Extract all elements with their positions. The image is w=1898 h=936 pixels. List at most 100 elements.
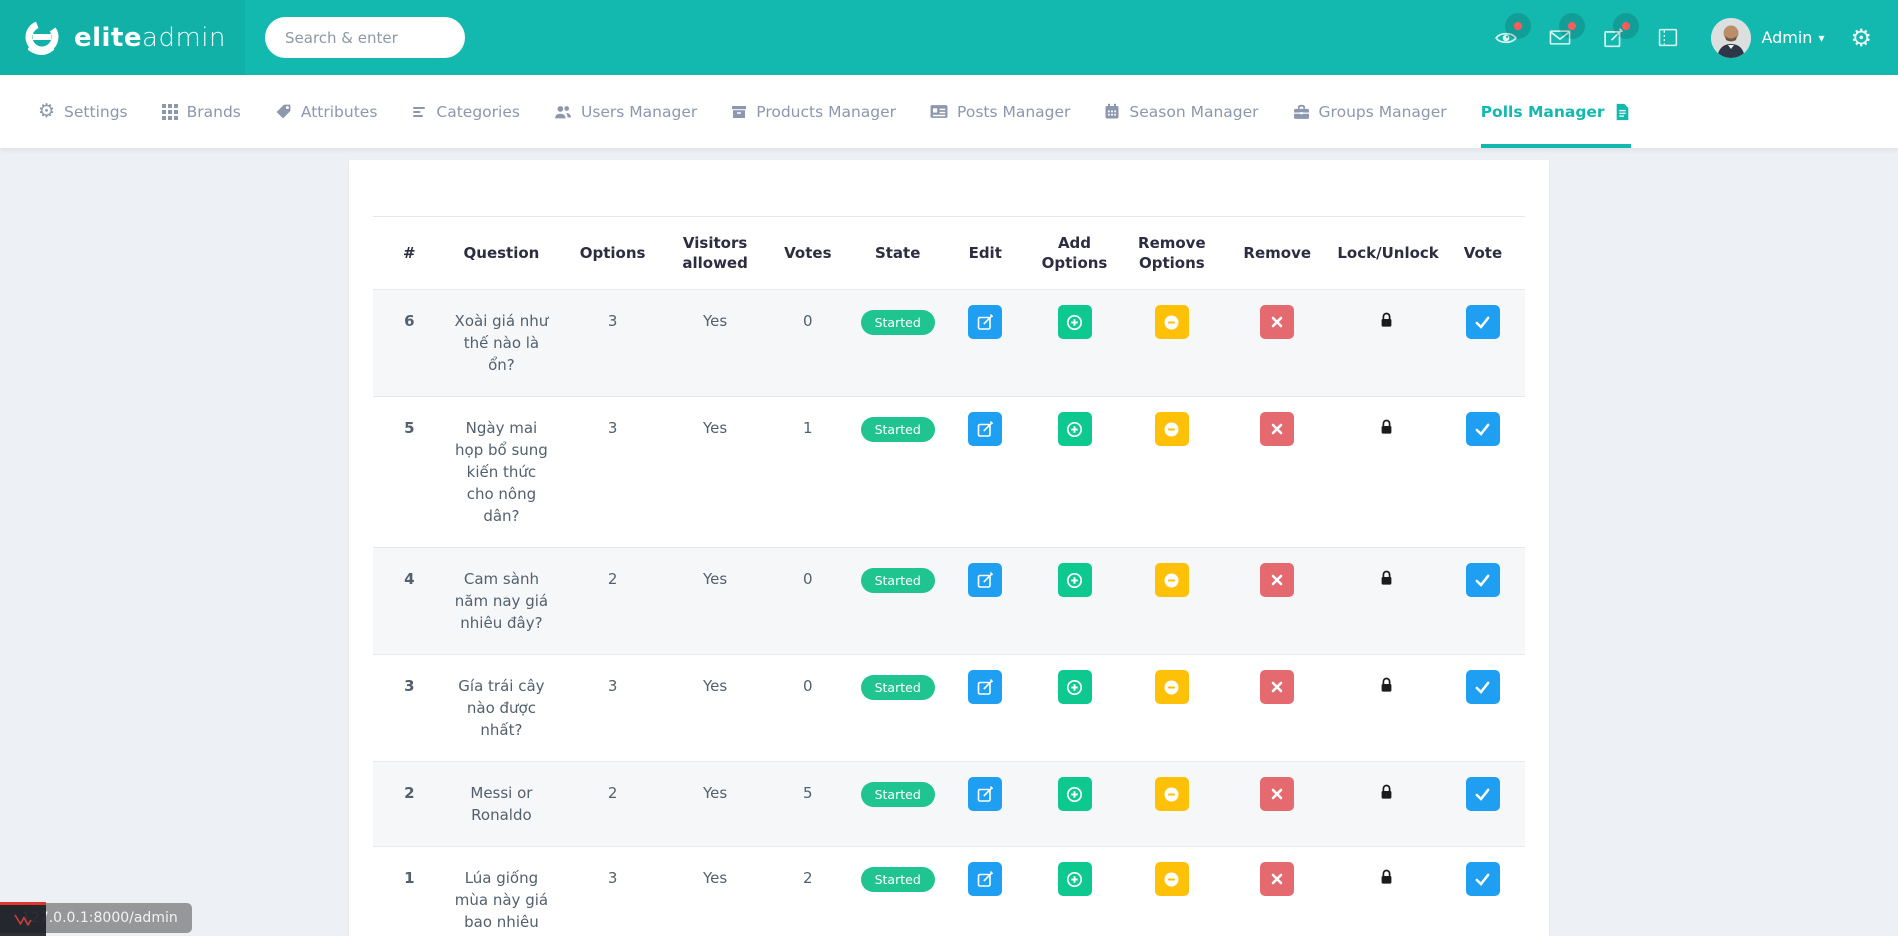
screen: eliteadmin: [0, 0, 1898, 936]
pencil-square-icon: [977, 572, 994, 589]
poll-question: Lúa giống mùa này giá bao nhiêu tiền?: [446, 847, 558, 936]
remove-button[interactable]: [1260, 777, 1294, 811]
vote-button[interactable]: [1466, 563, 1500, 597]
poll-votes: 1: [762, 397, 853, 548]
nav-item-groups-manager[interactable]: Groups Manager: [1293, 75, 1447, 148]
lock-icon[interactable]: [1380, 784, 1393, 806]
remove-button[interactable]: [1260, 862, 1294, 896]
nav-item-label: Attributes: [301, 103, 378, 121]
brand-logo[interactable]: eliteadmin: [0, 0, 245, 75]
poll-options-count: 3: [557, 397, 668, 548]
avatar: [1711, 18, 1751, 58]
nav-item-label: Brands: [187, 103, 241, 121]
edit-button[interactable]: [968, 862, 1002, 896]
add-options-button[interactable]: [1058, 862, 1092, 896]
debugbar-toggle[interactable]: [0, 902, 46, 936]
add-options-button[interactable]: [1058, 412, 1092, 446]
poll-votes: 0: [762, 290, 853, 397]
remove-options-button[interactable]: [1155, 412, 1189, 446]
remove-button[interactable]: [1260, 563, 1294, 597]
poll-id: 4: [373, 548, 446, 655]
vote-button[interactable]: [1466, 777, 1500, 811]
pencil-square-icon: [977, 786, 994, 803]
nav-item-label: Posts Manager: [957, 103, 1070, 121]
add-options-button[interactable]: [1058, 670, 1092, 704]
column-header: Question: [446, 217, 558, 290]
user-name: Admin: [1761, 28, 1812, 47]
nav-item-season-manager[interactable]: Season Manager: [1104, 75, 1258, 148]
edit-button[interactable]: [968, 412, 1002, 446]
remove-button[interactable]: [1260, 305, 1294, 339]
add-options-button[interactable]: [1058, 305, 1092, 339]
remove-options-button[interactable]: [1155, 563, 1189, 597]
remove-button[interactable]: [1260, 412, 1294, 446]
column-header: Add Options: [1028, 217, 1120, 290]
edit-button[interactable]: [968, 777, 1002, 811]
mail-icon[interactable]: [1543, 21, 1577, 55]
nav-item-polls-manager[interactable]: Polls Manager: [1481, 75, 1631, 148]
column-header: #: [373, 217, 446, 290]
vote-button[interactable]: [1466, 305, 1500, 339]
search-input[interactable]: [265, 17, 465, 58]
lock-icon[interactable]: [1380, 570, 1393, 592]
status-badge: Started: [861, 310, 935, 335]
column-header: Edit: [942, 217, 1028, 290]
minus-circle-icon: [1163, 871, 1180, 888]
nav-item-products-manager[interactable]: Products Manager: [731, 75, 896, 148]
nav-item-settings[interactable]: ⚙Settings: [38, 75, 128, 148]
lock-icon[interactable]: [1380, 419, 1393, 441]
nav-item-users-manager[interactable]: Users Manager: [554, 75, 697, 148]
check-icon: [1475, 681, 1490, 694]
add-options-button[interactable]: [1058, 777, 1092, 811]
edit-button[interactable]: [968, 670, 1002, 704]
remove-options-button[interactable]: [1155, 862, 1189, 896]
polls-table: #QuestionOptionsVisitors allowedVotesSta…: [373, 216, 1525, 936]
lock-icon[interactable]: [1380, 677, 1393, 699]
poll-options-count: 2: [557, 548, 668, 655]
lock-icon[interactable]: [1380, 312, 1393, 334]
remove-options-button[interactable]: [1155, 305, 1189, 339]
x-icon: [1271, 681, 1283, 693]
plus-circle-icon: [1066, 786, 1083, 803]
vote-button[interactable]: [1466, 412, 1500, 446]
eye-icon[interactable]: [1489, 21, 1523, 55]
poll-question: Gía trái cây nào được nhất?: [446, 655, 558, 762]
pencil-square-icon: [977, 314, 994, 331]
nav-item-brands[interactable]: Brands: [162, 75, 241, 148]
remove-options-button[interactable]: [1155, 777, 1189, 811]
nav-item-label: Season Manager: [1129, 103, 1258, 121]
nav-item-categories[interactable]: Categories: [411, 75, 520, 148]
poll-visitors-allowed: Yes: [668, 847, 762, 936]
lock-icon[interactable]: [1380, 869, 1393, 891]
nav-item-label: Polls Manager: [1481, 103, 1605, 121]
remove-options-button[interactable]: [1155, 670, 1189, 704]
top-header: eliteadmin: [0, 0, 1898, 75]
vote-button[interactable]: [1466, 670, 1500, 704]
column-header: State: [853, 217, 942, 290]
minus-circle-icon: [1163, 572, 1180, 589]
nav-item-attributes[interactable]: Attributes: [275, 75, 378, 148]
user-menu[interactable]: Admin ▾: [1711, 18, 1824, 58]
poll-votes: 2: [762, 847, 853, 936]
compose-icon[interactable]: [1597, 21, 1631, 55]
minus-circle-icon: [1163, 421, 1180, 438]
table-row: 6 Xoài giá như thế nào là ổn? 3 Yes 0 St…: [373, 290, 1525, 397]
remove-button[interactable]: [1260, 670, 1294, 704]
plus-circle-icon: [1066, 572, 1083, 589]
chevron-down-icon: ▾: [1818, 31, 1824, 45]
poll-votes: 5: [762, 762, 853, 847]
poll-votes: 0: [762, 655, 853, 762]
edit-button[interactable]: [968, 563, 1002, 597]
settings-gear-icon[interactable]: ⚙: [1850, 26, 1872, 50]
edit-button[interactable]: [968, 305, 1002, 339]
add-options-button[interactable]: [1058, 563, 1092, 597]
panel-toggle-icon[interactable]: [1651, 21, 1685, 55]
vote-button[interactable]: [1466, 862, 1500, 896]
poll-options-count: 3: [557, 847, 668, 936]
minus-circle-icon: [1163, 679, 1180, 696]
check-icon: [1475, 574, 1490, 587]
table-header-row: #QuestionOptionsVisitors allowedVotesSta…: [373, 217, 1525, 290]
x-icon: [1271, 788, 1283, 800]
column-header: Votes: [762, 217, 853, 290]
nav-item-posts-manager[interactable]: Posts Manager: [930, 75, 1070, 148]
